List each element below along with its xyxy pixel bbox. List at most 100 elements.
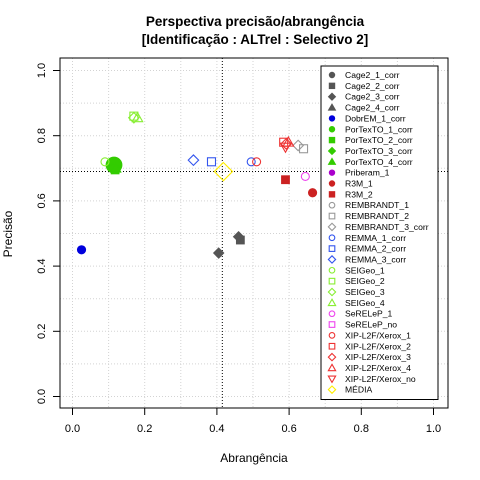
legend-marker-seigeo-2: [328, 277, 336, 285]
legend-marker-rembrandt-2: [328, 212, 336, 220]
data-points: [76, 111, 318, 259]
legend-label-portexto-2-corr: PorTexTO_2_corr: [345, 135, 413, 145]
data-point-xip-l2f-xerox-4: [282, 135, 295, 147]
legend-marker-rembrandt-3-corr: [327, 222, 337, 232]
legend-label-serelep-1: SeRELeP_1: [345, 309, 393, 319]
legend-marker-seigeo-1: [328, 266, 336, 274]
legend-marker-serelep-1: [328, 310, 336, 318]
legend-marker-cage2-4-corr: [327, 103, 337, 111]
reference-lines: [60, 58, 448, 408]
data-point-seigeo-4: [131, 111, 144, 123]
legend-label-cage2-4-corr: Cage2_4_corr: [345, 103, 400, 113]
legend-marker-xip-l2f-xerox-1: [328, 332, 336, 339]
legend-label-seigeo-2: SEIGeo_2: [345, 276, 385, 286]
x-tick-label: 0.8: [354, 423, 369, 435]
y-tick-label: 0.4: [36, 258, 48, 273]
x-tick-label: 0.2: [137, 423, 152, 435]
data-point-xip-l2f-xerox-no: [279, 142, 292, 154]
legend-marker-serelep-no: [328, 321, 336, 328]
y-tick-label: 0.6: [36, 193, 48, 208]
legend-marker-xip-l2f-xerox-4: [327, 363, 337, 372]
legend-marker-cage2-3-corr: [327, 92, 337, 101]
legend-marker-r3m-1: [328, 180, 336, 187]
data-point-r3m-1: [307, 188, 318, 198]
legend-marker-rembrandt-1: [328, 201, 336, 209]
legend-marker-cage2-1-corr: [328, 71, 336, 79]
legend-label-remma-2-corr: REMMA_2_corr: [345, 244, 406, 254]
data-point-r3m-2: [281, 175, 290, 185]
legend-marker-m-dia: [327, 385, 337, 395]
y-tick-label: 0.8: [36, 128, 48, 143]
data-point-cage2-3-corr: [232, 230, 245, 243]
legend-label-rembrandt-1: REMBRANDT_1: [345, 200, 409, 210]
legend-marker-cage2-2-corr: [328, 82, 336, 90]
legend-marker-seigeo-4: [327, 298, 337, 307]
legend-marker-dobrem-1-corr: [328, 115, 336, 122]
chart-title: Perspectiva precisão/abrangência: [146, 14, 365, 29]
y-tick-label: 0.0: [36, 389, 48, 404]
legend-label-xip-l2f-xerox-1: XIP-L2F/Xerox_1: [345, 330, 411, 340]
chart-subtitle: [Identificação : ALTrel : Selectivo 2]: [142, 32, 369, 47]
data-point-remma-3-corr: [187, 154, 200, 167]
legend-label-seigeo-3: SEIGeo_3: [345, 287, 385, 297]
legend-label-portexto-3-corr: PorTexTO_3_corr: [345, 146, 413, 156]
legend-label-r3m-2: R3M_2: [345, 189, 373, 199]
legend-marker-remma-2-corr: [328, 245, 336, 252]
legend-label-seigeo-1: SEIGeo_1: [345, 265, 385, 275]
y-tick-label: 1.0: [36, 63, 48, 78]
legend-label-seigeo-4: SEIGeo_4: [345, 298, 385, 308]
legend-label-portexto-4-corr: PorTexTO_4_corr: [345, 157, 413, 167]
legend-label-r3m-1: R3M_1: [345, 179, 373, 189]
data-point-m-dia: [213, 161, 234, 182]
legend-label-cage2-3-corr: Cage2_3_corr: [345, 92, 400, 102]
legend-label-portexto-1-corr: PorTexTO_1_corr: [345, 124, 413, 134]
legend-marker-portexto-2-corr: [328, 136, 336, 144]
data-point-remma-1-corr: [246, 157, 256, 167]
legend-marker-portexto-1-corr: [328, 126, 336, 133]
data-point-rembrandt-3-corr: [292, 139, 305, 152]
legend-label-serelep-no: SeRELeP_no: [345, 320, 397, 330]
x-tick-label: 1.0: [426, 423, 441, 435]
data-point-cage2-3-corr: [212, 247, 225, 259]
data-point-portexto-4-corr: [109, 162, 122, 173]
legend-label-dobrem-1-corr: DobrEM_1_corr: [345, 113, 406, 123]
y-tick-label: 0.2: [36, 324, 48, 339]
legend-marker-xip-l2f-xerox-3: [327, 352, 337, 362]
legend-marker-portexto-3-corr: [327, 146, 337, 156]
legend-marker-priberam-1: [328, 169, 336, 176]
legend-marker-seigeo-3: [327, 287, 337, 297]
legend-marker-portexto-4-corr: [327, 157, 337, 165]
legend-label-remma-3-corr: REMMA_3_corr: [345, 254, 406, 264]
data-point-xip-l2f-xerox-1: [252, 157, 262, 167]
legend-label-rembrandt-3-corr: REMBRANDT_3_corr: [345, 222, 429, 232]
legend-label-xip-l2f-xerox-4: XIP-L2F/Xerox_4: [345, 363, 411, 373]
legend-box: [320, 65, 439, 400]
data-point-seigeo-3: [127, 111, 140, 124]
legend-label-rembrandt-2: REMBRANDT_2: [345, 211, 409, 221]
legend-label-m-dia: MÉDIA: [345, 385, 372, 395]
legend-marker-r3m-2: [328, 191, 336, 198]
legend-label-priberam-1: Priberam_1: [345, 168, 390, 178]
data-point-remma-2-corr: [206, 157, 217, 167]
data-point-xip-l2f-xerox-3: [280, 137, 293, 150]
data-point-dobrem-1-corr: [76, 245, 87, 255]
legend-label-xip-l2f-xerox-2: XIP-L2F/Xerox_2: [345, 341, 411, 351]
x-tick-label: 0.4: [209, 423, 224, 435]
legend-label-remma-1-corr: REMMA_1_corr: [345, 233, 406, 243]
axes: 0.0 0.0 0.2 0.2 0.4 0.4 0.6 0.6 0.8 0.8 1.0 1.0: [36, 63, 441, 435]
legend-label-cage2-2-corr: Cage2_2_corr: [345, 81, 400, 91]
legend-label-cage2-1-corr: Cage2_1_corr: [345, 70, 400, 80]
legend-label-xip-l2f-xerox-3: XIP-L2F/Xerox_3: [345, 352, 411, 362]
data-point-seigeo-1: [100, 157, 110, 167]
plot-frame: [59, 57, 449, 409]
legend-marker-remma-1-corr: [328, 234, 336, 242]
data-point-serelep-1: [300, 171, 310, 181]
legend-label-xip-l2f-xerox-no: XIP-L2F/Xerox_no: [345, 374, 416, 384]
legend-marker-xip-l2f-xerox-no: [327, 375, 337, 384]
x-tick-label: 0.6: [281, 423, 296, 435]
y-axis-label: Precisão: [1, 210, 15, 257]
legend-marker-remma-3-corr: [327, 255, 337, 264]
x-tick-label: 0.0: [65, 423, 80, 435]
x-axis-label: Abrangência: [220, 451, 288, 465]
